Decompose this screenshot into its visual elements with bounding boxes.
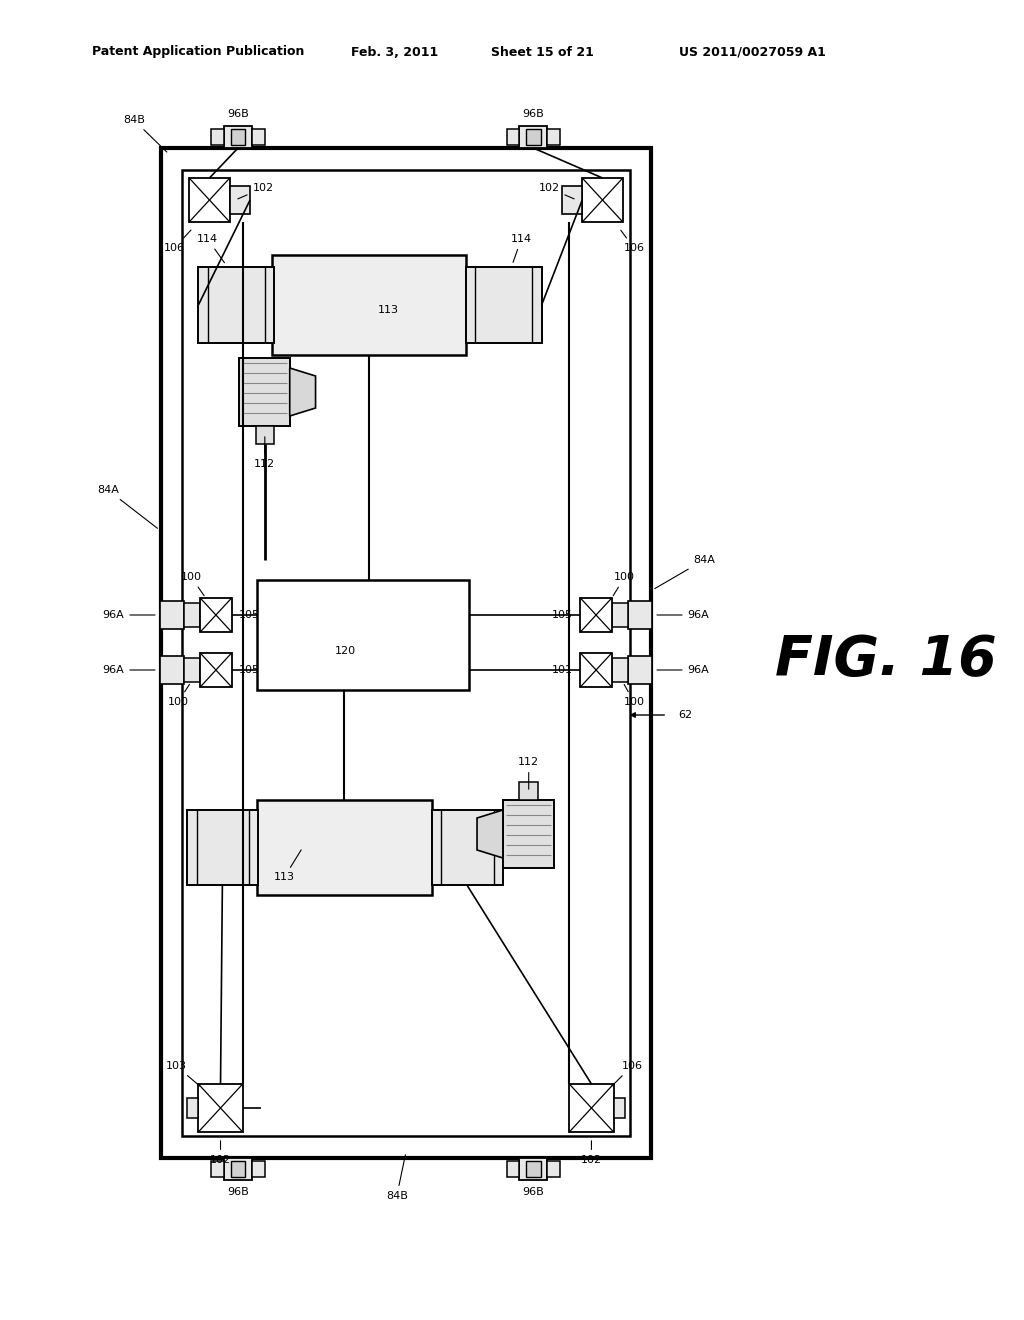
Text: 106: 106 [621,230,644,253]
Bar [239,358,290,426]
Polygon shape [290,368,315,416]
Text: 96A: 96A [657,665,710,675]
Bar [629,656,652,684]
Bar [224,125,252,148]
Text: 96B: 96B [522,110,544,119]
Bar [613,1098,625,1118]
Bar [569,1084,613,1133]
Text: Patent Application Publication: Patent Application Publication [92,45,305,58]
Bar [507,129,519,145]
Text: 105: 105 [239,665,260,675]
Text: 105: 105 [239,610,260,620]
Bar [257,800,432,895]
Bar [201,598,231,632]
Text: 114: 114 [511,234,531,263]
Text: 84A: 84A [654,554,715,589]
Bar [211,1162,224,1177]
Text: 114: 114 [197,234,224,263]
Bar [257,579,469,690]
Text: 103: 103 [166,1061,200,1086]
Text: 84B: 84B [386,1155,408,1201]
Text: 106: 106 [612,1061,642,1086]
Bar [229,186,250,214]
Bar [503,800,554,869]
Polygon shape [477,810,503,858]
Text: 102: 102 [539,183,574,199]
Bar [199,267,274,343]
Bar [432,810,503,884]
Bar [162,148,650,1158]
Bar [230,1162,246,1177]
Text: 96B: 96B [227,110,249,119]
Text: 100: 100 [624,685,644,708]
Text: 84A: 84A [97,484,158,528]
Bar [272,255,466,355]
Bar [611,603,629,627]
Text: 112: 112 [254,437,275,469]
Text: 62: 62 [678,710,692,719]
Text: 96B: 96B [522,1187,544,1197]
Text: 112: 112 [518,756,540,789]
Text: Feb. 3, 2011: Feb. 3, 2011 [350,45,438,58]
Bar [629,601,652,630]
Text: 96B: 96B [227,1187,249,1197]
Text: 100: 100 [613,572,635,595]
Bar [581,653,611,686]
Text: 96A: 96A [657,610,710,620]
Text: 113: 113 [273,850,301,883]
Bar [519,1158,547,1180]
Bar [507,1162,519,1177]
Bar [611,657,629,682]
Bar [581,598,611,632]
Bar [547,129,560,145]
Text: 84B: 84B [123,115,167,152]
Text: 100: 100 [168,684,189,708]
Text: 101: 101 [552,665,573,675]
Text: 120: 120 [335,647,356,656]
Text: 102: 102 [210,1140,231,1166]
Text: 106: 106 [164,230,190,253]
Bar [187,1098,199,1118]
Bar [224,1158,252,1180]
Text: 96A: 96A [102,665,155,675]
Bar [199,1084,243,1133]
Bar [519,125,547,148]
Text: 102: 102 [238,183,273,199]
Bar [562,186,583,214]
Bar [252,129,265,145]
Text: US 2011/0027059 A1: US 2011/0027059 A1 [679,45,826,58]
Bar [466,267,542,343]
Bar [547,1162,560,1177]
Bar [526,1162,541,1177]
Bar [519,781,538,800]
Text: 105: 105 [552,610,573,620]
Text: 102: 102 [581,1140,602,1166]
Bar [256,426,274,444]
Bar [189,178,229,222]
Text: 100: 100 [180,572,204,595]
Bar [201,653,231,686]
Text: 113: 113 [378,305,399,315]
Bar [182,170,630,1137]
Bar [160,601,183,630]
Bar [583,178,623,222]
Text: Sheet 15 of 21: Sheet 15 of 21 [490,45,594,58]
Bar [526,129,541,145]
Bar [252,1162,265,1177]
Bar [211,129,224,145]
Bar [230,129,246,145]
Bar [160,656,183,684]
Bar [187,810,258,884]
Text: 96A: 96A [102,610,155,620]
Text: FIG. 16: FIG. 16 [775,634,996,686]
Bar [183,603,201,627]
Bar [183,657,201,682]
